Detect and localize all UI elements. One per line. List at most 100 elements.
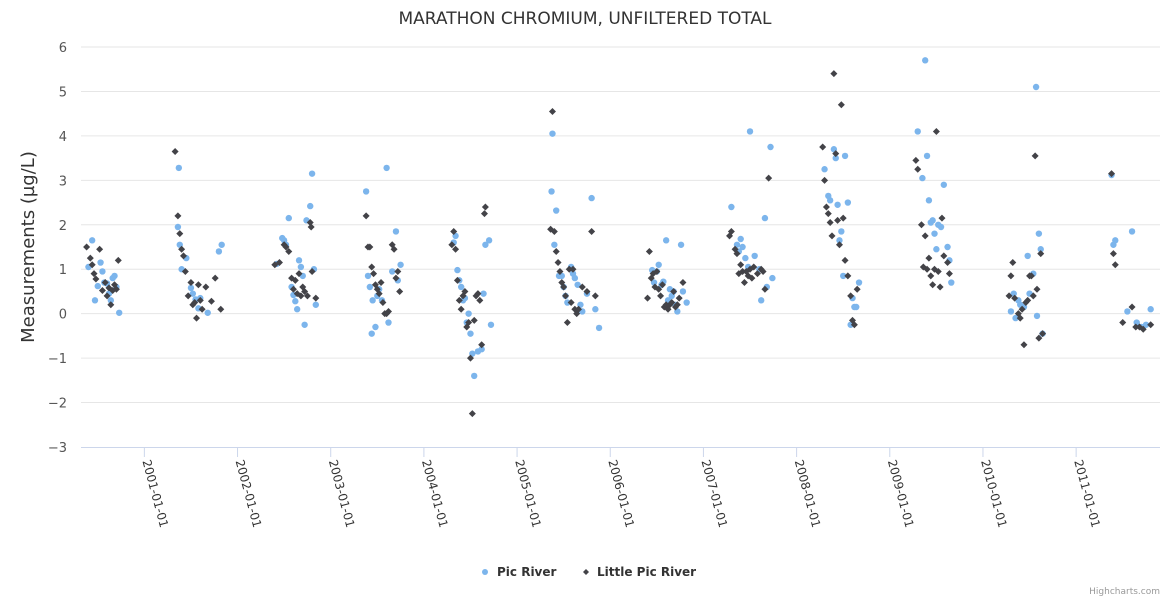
data-point[interactable]	[478, 346, 485, 353]
data-point[interactable]	[1037, 246, 1044, 253]
data-point[interactable]	[184, 292, 192, 300]
data-point[interactable]	[914, 128, 921, 135]
data-point[interactable]	[850, 321, 858, 329]
data-point[interactable]	[1035, 230, 1043, 237]
data-point[interactable]	[769, 274, 776, 282]
data-point[interactable]	[595, 324, 603, 332]
data-point[interactable]	[111, 272, 118, 280]
data-point[interactable]	[834, 216, 842, 224]
data-point[interactable]	[86, 254, 94, 262]
data-point[interactable]	[466, 354, 474, 362]
data-point[interactable]	[933, 246, 940, 253]
data-point[interactable]	[655, 285, 663, 293]
data-point[interactable]	[1010, 290, 1017, 297]
data-point[interactable]	[934, 267, 942, 275]
data-point[interactable]	[551, 241, 558, 248]
data-point[interactable]	[658, 281, 666, 289]
data-point[interactable]	[588, 227, 596, 235]
data-point[interactable]	[923, 152, 931, 160]
data-point[interactable]	[836, 237, 843, 244]
data-point[interactable]	[98, 287, 106, 295]
legend-item-little-pic-river[interactable]: Little Pic River	[583, 565, 696, 579]
data-point[interactable]	[301, 321, 308, 328]
data-point[interactable]	[482, 241, 489, 248]
data-point[interactable]	[1132, 323, 1140, 331]
data-point[interactable]	[855, 279, 863, 286]
data-point[interactable]	[932, 127, 940, 135]
data-point[interactable]	[727, 227, 735, 235]
data-point[interactable]	[465, 319, 473, 327]
data-point[interactable]	[291, 276, 299, 284]
data-point[interactable]	[103, 292, 111, 300]
legend-label-little-pic-river[interactable]: Little Pic River	[597, 565, 696, 579]
data-point[interactable]	[574, 281, 581, 288]
data-point[interactable]	[92, 275, 100, 283]
data-point[interactable]	[289, 285, 297, 293]
data-point[interactable]	[944, 259, 952, 267]
data-point[interactable]	[450, 227, 458, 235]
data-point[interactable]	[839, 272, 847, 280]
data-point[interactable]	[1142, 321, 1150, 328]
data-point[interactable]	[844, 272, 852, 280]
data-point[interactable]	[1024, 296, 1032, 304]
data-point[interactable]	[1133, 319, 1140, 326]
data-point[interactable]	[88, 261, 96, 269]
data-point[interactable]	[940, 252, 948, 260]
data-point[interactable]	[295, 270, 303, 278]
data-point[interactable]	[565, 265, 573, 273]
data-point[interactable]	[679, 279, 687, 287]
data-point[interactable]	[285, 247, 293, 255]
data-point[interactable]	[853, 303, 860, 311]
data-point[interactable]	[1018, 305, 1026, 313]
data-point[interactable]	[1020, 341, 1028, 349]
data-point[interactable]	[567, 299, 575, 307]
data-point[interactable]	[923, 265, 931, 273]
data-point[interactable]	[591, 292, 599, 300]
data-point[interactable]	[187, 284, 195, 292]
data-point[interactable]	[303, 292, 311, 300]
data-point[interactable]	[655, 261, 662, 268]
data-point[interactable]	[832, 154, 839, 162]
data-point[interactable]	[467, 330, 474, 337]
data-point[interactable]	[174, 212, 182, 220]
data-point[interactable]	[1005, 292, 1013, 300]
data-point[interactable]	[392, 274, 400, 282]
data-point[interactable]	[478, 341, 486, 349]
data-point[interactable]	[308, 267, 316, 275]
data-point[interactable]	[1033, 285, 1041, 293]
data-point[interactable]	[683, 299, 690, 306]
data-point[interactable]	[364, 272, 372, 280]
data-point[interactable]	[553, 207, 560, 214]
data-point[interactable]	[765, 174, 773, 182]
data-point[interactable]	[176, 230, 184, 238]
data-point[interactable]	[1108, 170, 1116, 178]
data-point[interactable]	[189, 290, 197, 297]
data-point[interactable]	[847, 292, 855, 300]
data-point[interactable]	[217, 305, 225, 313]
data-point[interactable]	[481, 203, 489, 211]
data-point[interactable]	[368, 263, 376, 271]
data-point[interactable]	[470, 316, 478, 324]
data-point[interactable]	[455, 296, 463, 304]
data-point[interactable]	[549, 130, 556, 137]
data-point[interactable]	[839, 214, 847, 222]
data-point[interactable]	[1124, 308, 1131, 315]
data-point[interactable]	[179, 252, 187, 260]
data-point[interactable]	[583, 287, 591, 295]
data-point[interactable]	[282, 243, 290, 251]
data-point[interactable]	[368, 330, 375, 337]
data-point[interactable]	[1009, 259, 1017, 267]
data-point[interactable]	[191, 299, 199, 307]
data-point[interactable]	[99, 268, 106, 275]
data-point[interactable]	[838, 228, 845, 235]
data-point[interactable]	[733, 250, 741, 258]
data-point[interactable]	[476, 296, 484, 304]
data-point[interactable]	[575, 305, 583, 313]
data-point[interactable]	[592, 306, 599, 313]
data-point[interactable]	[832, 150, 840, 158]
data-point[interactable]	[653, 267, 661, 275]
data-point[interactable]	[675, 294, 683, 302]
data-point[interactable]	[554, 259, 562, 267]
data-point[interactable]	[737, 235, 744, 243]
data-point[interactable]	[944, 243, 951, 251]
